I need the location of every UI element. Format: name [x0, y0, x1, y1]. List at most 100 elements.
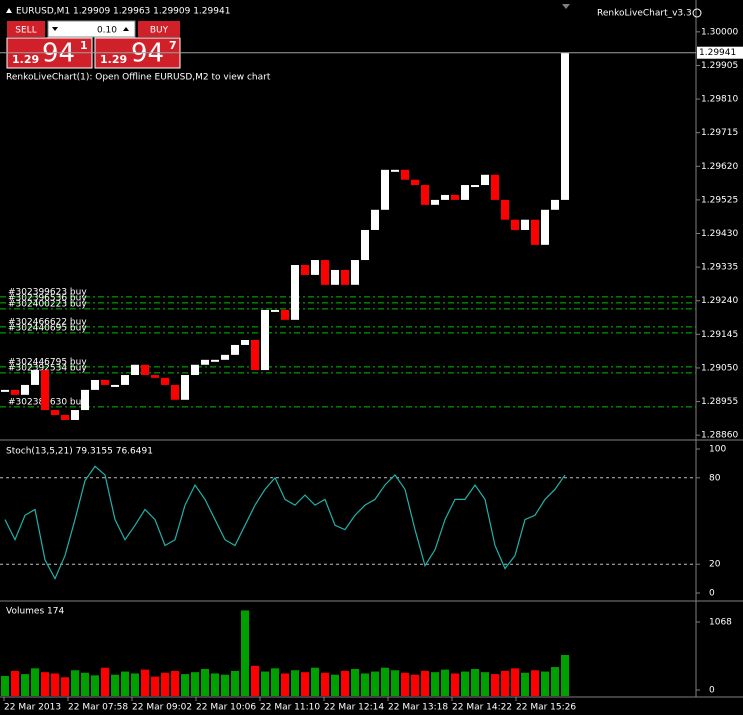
status-message: RenkoLiveChart(1): Open Offline EURUSD,M…	[6, 73, 271, 83]
x-tick-label: 22 Mar 07:58	[68, 703, 128, 713]
symbol-info: EURUSD,M1 1.29909 1.29963 1.29909 1.2994…	[16, 7, 230, 17]
candle	[511, 219, 519, 230]
buy-button[interactable]	[138, 21, 180, 37]
y-tick-label: 1.29620	[701, 162, 738, 172]
volume-bar	[311, 667, 319, 696]
lot-input[interactable]	[47, 20, 136, 38]
volume-bar	[471, 668, 479, 696]
candle	[371, 209, 379, 230]
volume-bar	[11, 670, 19, 696]
volume-bar	[71, 670, 79, 696]
candle	[541, 209, 549, 245]
x-tick-label: 22 Mar 10:06	[196, 703, 256, 713]
volume-bar	[231, 670, 239, 696]
x-tick-label: 22 Mar 12:14	[324, 703, 384, 713]
volume-bar	[241, 610, 249, 696]
y-tick-label: 1.28955	[701, 397, 738, 407]
candle	[401, 169, 409, 180]
x-tick-label: 22 Mar 09:02	[132, 703, 192, 713]
candle	[111, 384, 119, 387]
candle	[311, 260, 319, 275]
x-tick-label: 22 Mar 13:18	[388, 703, 448, 713]
candle	[161, 377, 169, 385]
volume-bar	[351, 668, 359, 696]
volume-bar	[481, 672, 489, 696]
candle	[501, 199, 509, 220]
y-tick-label: 20	[709, 560, 721, 570]
volume-bar	[321, 672, 329, 696]
volume-bar	[221, 674, 229, 696]
volume-bar	[91, 675, 99, 696]
candle	[221, 354, 229, 360]
candle	[391, 169, 399, 172]
order-label: #302466622 buy	[8, 317, 87, 327]
candle	[351, 260, 359, 285]
candle	[491, 174, 499, 200]
volume-bar	[391, 670, 399, 696]
candle	[481, 174, 489, 186]
candle	[381, 169, 389, 210]
volume-bar	[291, 670, 299, 696]
x-tick-label: 22 Mar 11:10	[260, 703, 320, 713]
candle	[251, 339, 259, 371]
volume-bar	[421, 670, 429, 696]
candle	[21, 384, 29, 395]
candle	[131, 364, 139, 376]
candle	[41, 370, 49, 411]
volume-bar	[451, 673, 459, 696]
lot-down[interactable]	[52, 27, 58, 31]
candle	[461, 185, 469, 200]
volume-bar	[501, 670, 509, 696]
frames	[0, 0, 743, 698]
candle	[451, 194, 459, 200]
volume-bar	[301, 672, 309, 696]
volume-bar	[171, 670, 179, 696]
volume-bar	[371, 671, 379, 696]
x-tick-label: 22 Mar 15:26	[516, 703, 576, 713]
volume-bar	[81, 672, 89, 696]
order-label: #302400223 buy	[8, 299, 87, 309]
volume-bar	[131, 673, 139, 696]
candle	[421, 185, 429, 205]
volume-bar	[411, 674, 419, 696]
candle	[141, 364, 149, 376]
y-tick-label: 1.29430	[701, 229, 738, 239]
candle	[331, 269, 339, 285]
y-tick-label: 1.29905	[701, 61, 738, 71]
volume-bar	[331, 674, 339, 696]
y-tick-label: 80	[709, 473, 721, 483]
volume-bar	[191, 672, 199, 696]
bid-prefix: 1.29	[12, 53, 39, 66]
candle	[301, 264, 309, 275]
expert-icon	[692, 8, 702, 18]
volume-bar	[41, 672, 49, 696]
candle	[471, 185, 479, 188]
y-tick-label: 1.30000	[701, 27, 738, 37]
candle	[101, 379, 109, 385]
order-label: #302392534 buy	[8, 363, 87, 373]
volume-bar	[151, 676, 159, 696]
current-price-label: 1.29941	[699, 48, 736, 58]
candle	[231, 344, 239, 355]
volume-bar	[161, 672, 169, 696]
lot-up[interactable]	[123, 27, 129, 31]
stoch-line	[4, 465, 566, 580]
volume-bar	[181, 674, 189, 696]
ask-big: 94	[131, 39, 164, 69]
candle	[1, 389, 9, 392]
y-tick-label: 1.29525	[701, 195, 738, 205]
volume-bar	[1, 675, 9, 696]
y-tick-label: 1.29715	[701, 128, 738, 138]
volume-bar	[531, 670, 539, 696]
candle	[171, 384, 179, 400]
volume-bar	[551, 667, 559, 696]
bid-big: 94	[42, 39, 75, 69]
candle	[441, 194, 449, 200]
stoch-title: Stoch(13,5,21) 79.3155 76.6491	[6, 447, 153, 457]
y-tick-label: 0	[709, 589, 715, 599]
candle	[91, 379, 99, 390]
y-tick-label: 1.29810	[701, 95, 738, 105]
sell-button[interactable]	[7, 21, 45, 37]
